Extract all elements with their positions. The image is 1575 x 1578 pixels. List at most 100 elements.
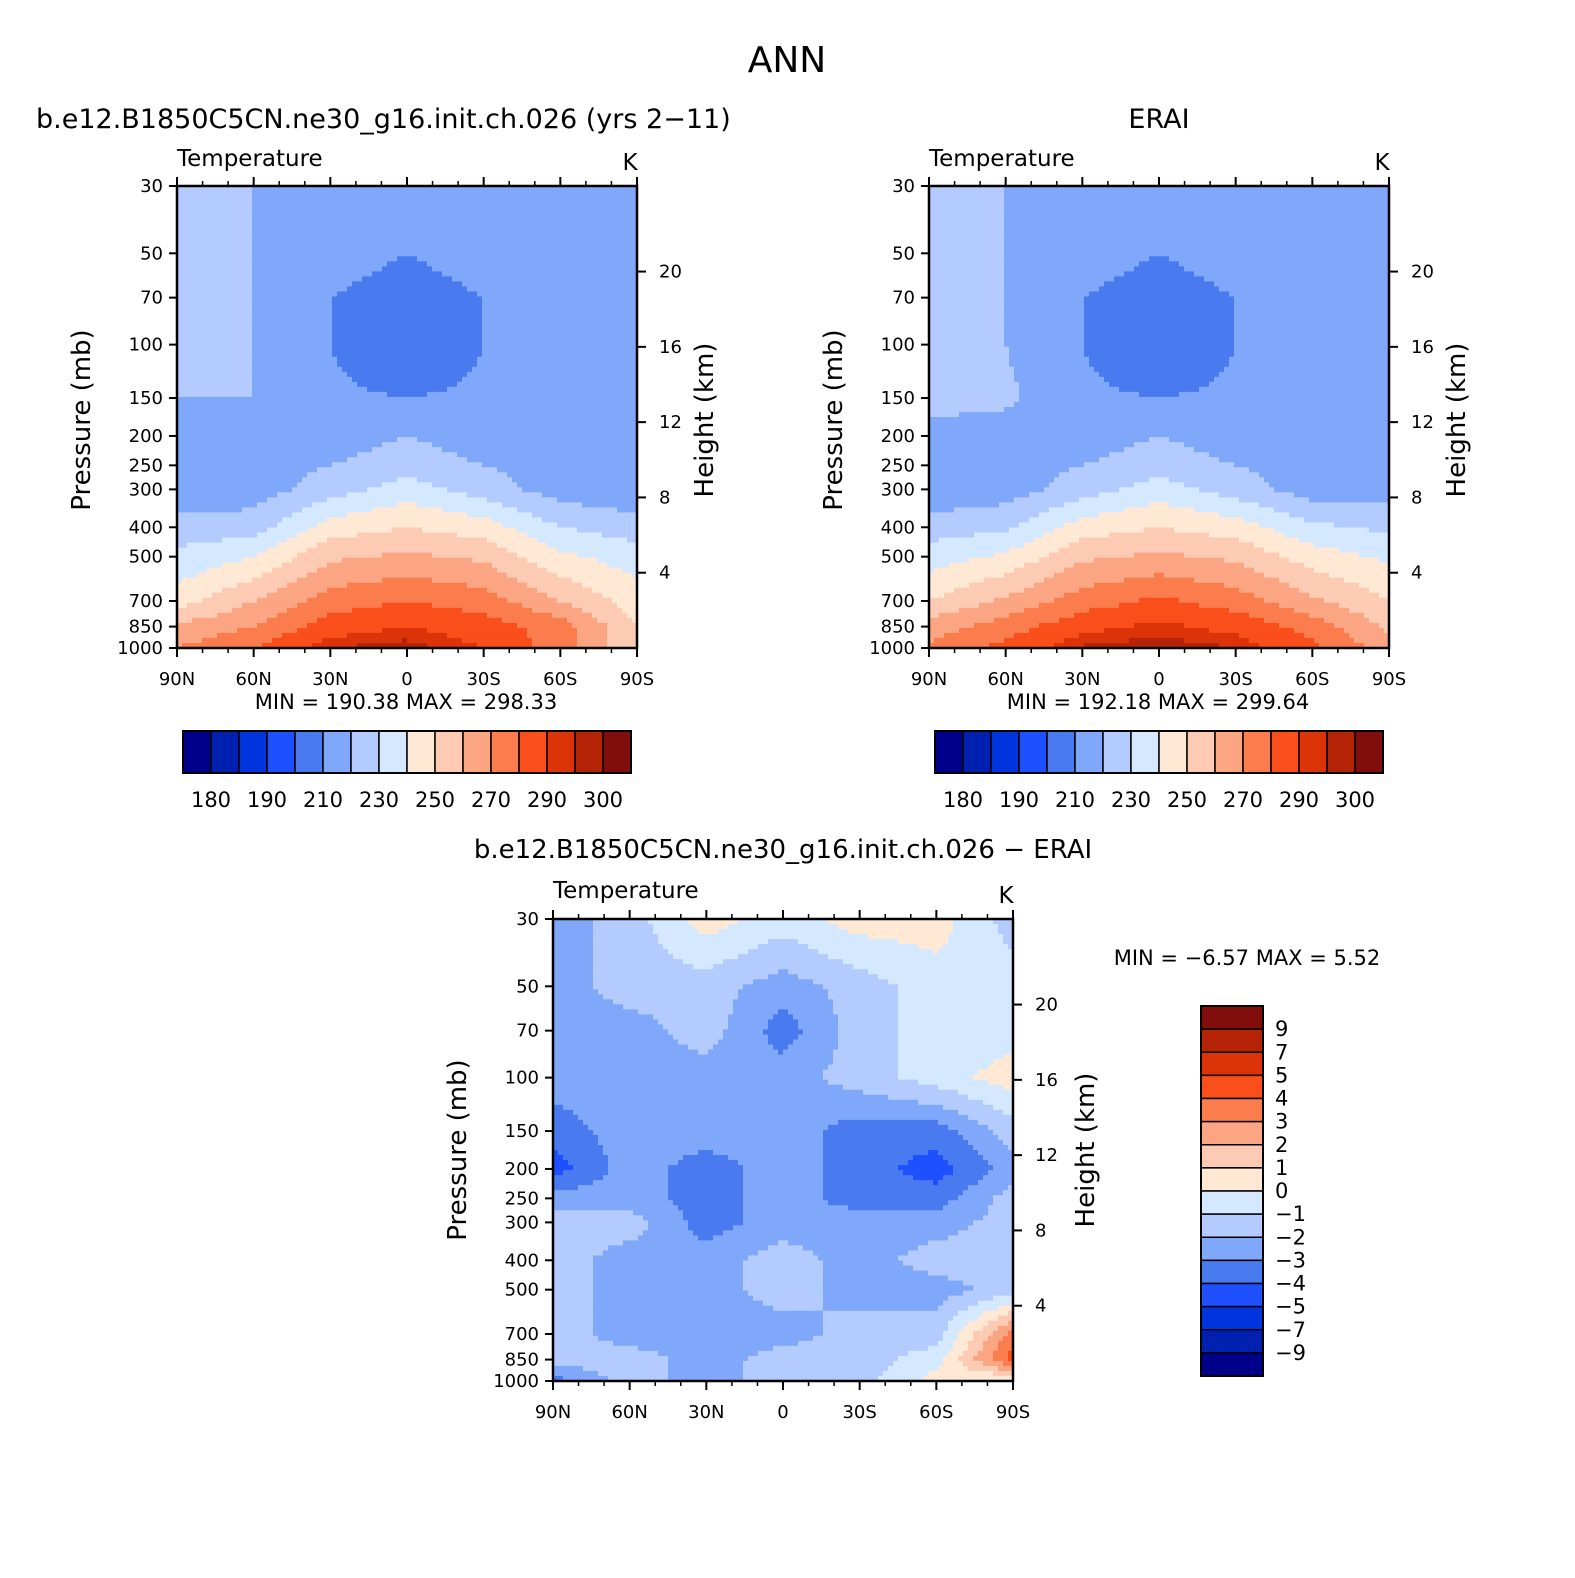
- contour-cell: [297, 452, 303, 458]
- contour-cell: [212, 352, 218, 358]
- contour-cell: [197, 527, 203, 533]
- contour-cell: [357, 372, 363, 378]
- contour-cell: [372, 517, 378, 523]
- contour-cell: [312, 618, 318, 624]
- contour-cell: [282, 522, 288, 528]
- contour-cell: [332, 522, 338, 528]
- contour-cell: [267, 598, 273, 604]
- contour-cell: [317, 568, 323, 574]
- contour-cell: [417, 236, 423, 242]
- contour-cell: [212, 261, 218, 267]
- contour-cell: [332, 568, 338, 574]
- contour-cell: [192, 231, 198, 237]
- contour-cell: [317, 563, 323, 569]
- contour-cell: [392, 608, 398, 614]
- contour-cell: [202, 472, 208, 478]
- contour-cell: [317, 548, 323, 554]
- contour-cell: [412, 196, 418, 202]
- contour-cell: [242, 427, 248, 433]
- contour-cell: [207, 432, 213, 438]
- contour-cell: [282, 256, 288, 262]
- contour-cell: [232, 568, 238, 574]
- contour-cell: [257, 221, 263, 227]
- contour-cell: [332, 502, 338, 508]
- contour-cell: [212, 211, 218, 217]
- contour-cell: [267, 558, 273, 564]
- contour-cell: [252, 266, 258, 272]
- contour-cell: [247, 427, 253, 433]
- contour-cell: [297, 598, 303, 604]
- contour-cell: [232, 332, 238, 338]
- contour-cell: [267, 512, 273, 518]
- contour-cell: [182, 472, 188, 478]
- contour-cell: [202, 593, 208, 599]
- contour-cell: [422, 226, 428, 232]
- contour-cell: [182, 377, 188, 383]
- contour-cell: [402, 593, 408, 599]
- contour-cell: [237, 447, 243, 453]
- contour-cell: [262, 317, 268, 323]
- contour-cell: [192, 397, 198, 403]
- contour-cell: [437, 251, 443, 257]
- contour-cell: [212, 573, 218, 579]
- contour-cell: [222, 251, 228, 257]
- contour-cell: [192, 367, 198, 373]
- contour-cell: [397, 286, 403, 292]
- contour-cell: [247, 558, 253, 564]
- contour-cell: [402, 271, 408, 277]
- contour-cell: [197, 512, 203, 518]
- contour-cell: [252, 487, 258, 493]
- contour-cell: [432, 256, 438, 262]
- contour-cell: [187, 558, 193, 564]
- contour-cell: [227, 312, 233, 318]
- contour-cell: [192, 312, 198, 318]
- contour-cell: [417, 533, 423, 539]
- contour-cell: [412, 412, 418, 418]
- contour-cell: [357, 337, 363, 343]
- contour-cell: [312, 357, 318, 363]
- contour-cell: [317, 266, 323, 272]
- contour-cell: [357, 226, 363, 232]
- contour-cell: [392, 623, 398, 629]
- contour-cell: [182, 487, 188, 493]
- contour-cell: [327, 251, 333, 257]
- contour-cell: [197, 256, 203, 262]
- contour-cell: [292, 362, 298, 368]
- contour-cell: [287, 246, 293, 252]
- contour-cell: [302, 467, 308, 473]
- contour-cell: [332, 372, 338, 378]
- contour-cell: [367, 522, 373, 528]
- contour-cell: [272, 442, 278, 448]
- contour-cell: [402, 578, 408, 584]
- contour-cell: [397, 291, 403, 297]
- contour-cell: [412, 427, 418, 433]
- contour-cell: [357, 296, 363, 302]
- contour-cell: [412, 392, 418, 398]
- contour-cell: [187, 236, 193, 242]
- contour-cell: [192, 558, 198, 564]
- contour-cell: [252, 522, 258, 528]
- contour-cell: [332, 442, 338, 448]
- contour-cell: [297, 347, 303, 353]
- contour-cell: [442, 322, 448, 328]
- contour-cell: [247, 221, 253, 227]
- contour-cell: [242, 603, 248, 609]
- contour-cell: [337, 633, 343, 639]
- contour-cell: [417, 588, 423, 594]
- contour-cell: [207, 246, 213, 252]
- contour-cell: [327, 608, 333, 614]
- contour-cell: [342, 477, 348, 483]
- contour-cell: [367, 543, 373, 549]
- contour-cell: [227, 548, 233, 554]
- contour-cell: [387, 211, 393, 217]
- contour-cell: [237, 522, 243, 528]
- contour-cell: [182, 482, 188, 488]
- contour-cell: [302, 256, 308, 262]
- contour-cell: [232, 447, 238, 453]
- contour-cell: [232, 347, 238, 353]
- contour-cell: [257, 538, 263, 544]
- contour-cell: [367, 312, 373, 318]
- contour-cell: [317, 281, 323, 287]
- contour-cell: [202, 502, 208, 508]
- contour-cell: [282, 322, 288, 328]
